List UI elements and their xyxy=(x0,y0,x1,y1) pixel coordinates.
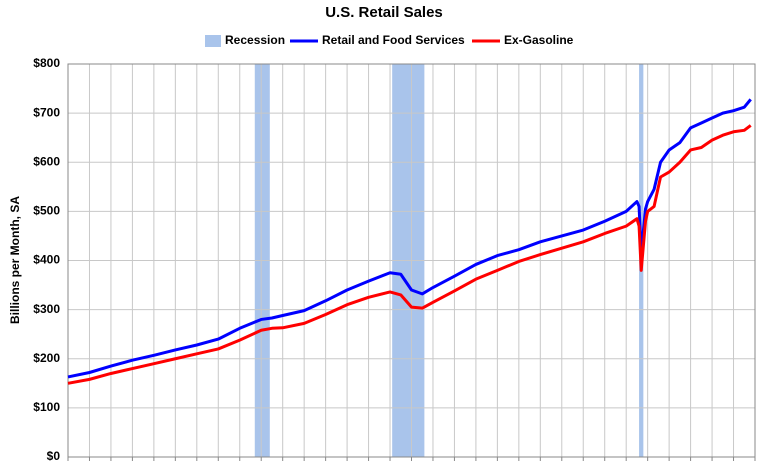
y-tick-label: $100 xyxy=(33,400,60,414)
y-tick-label: $300 xyxy=(33,302,60,316)
series-line xyxy=(67,98,752,379)
y-tick-label: $400 xyxy=(33,253,60,267)
legend-label: Recession xyxy=(225,33,285,47)
y-axis-label: Billions per Month, SA xyxy=(8,196,22,324)
legend-label: Ex-Gasoline xyxy=(504,33,574,47)
y-tick-label: $0 xyxy=(47,449,61,463)
y-tick-label: $200 xyxy=(33,351,60,365)
chart-title: U.S. Retail Sales xyxy=(325,4,443,21)
y-tick-label: $500 xyxy=(33,204,60,218)
y-tick-label: $600 xyxy=(33,154,60,168)
series-line xyxy=(67,124,752,385)
plot-frame xyxy=(67,63,756,458)
y-tick-label: $800 xyxy=(33,56,60,70)
legend-swatch xyxy=(205,35,221,47)
legend-label: Retail and Food Services xyxy=(322,33,465,47)
y-tick-label: $700 xyxy=(33,105,60,119)
